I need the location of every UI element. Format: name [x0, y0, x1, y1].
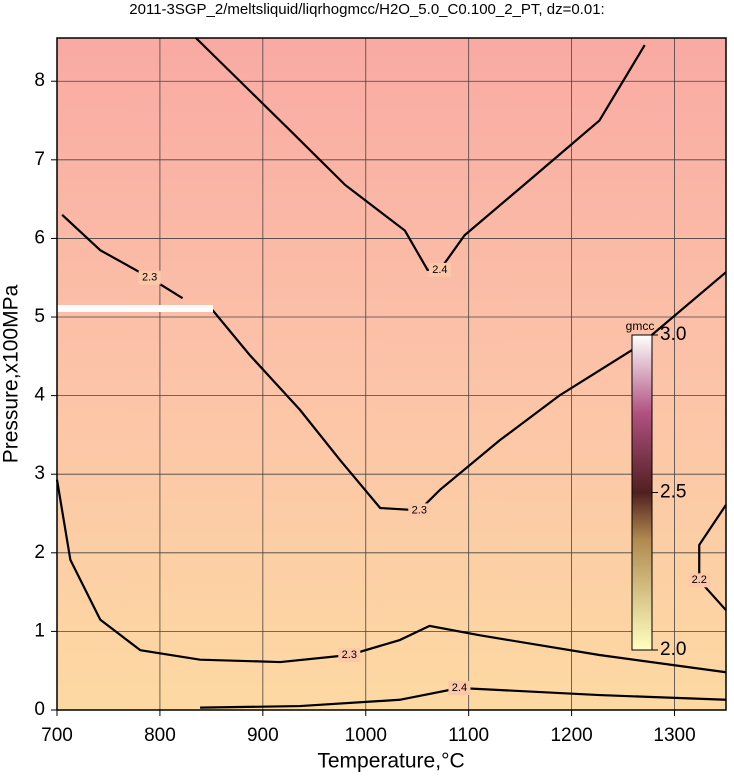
contour-label-bg: [428, 262, 451, 277]
y-tick-label: 3: [34, 463, 45, 484]
contour-label-bg: [688, 573, 711, 588]
contour-label-bg: [338, 647, 361, 662]
contour-line: [698, 504, 727, 611]
contour-line: [55, 479, 727, 674]
contour-label-bg: [448, 680, 471, 695]
white-bar: [57, 305, 213, 312]
x-tick-label: 700: [41, 725, 73, 746]
plot-frame: [56, 37, 727, 711]
x-tick-label: 1000: [345, 725, 387, 746]
y-tick-label: 1: [34, 620, 45, 641]
y-tick-label: 6: [34, 227, 45, 248]
contour-line: [200, 686, 727, 709]
colorbar-tick-label: 3.0: [660, 324, 686, 345]
x-axis-label: Temperature,°C: [317, 750, 464, 773]
contour-label: 2.4: [452, 682, 467, 694]
colorbar-tick-label: 2.5: [660, 482, 686, 503]
contour-label: 2.3: [342, 649, 357, 661]
colorbar-title: gmcc: [626, 319, 655, 333]
contour-line: [61, 214, 184, 300]
x-tick-label: 800: [144, 725, 176, 746]
y-axis-label: Pressure,x100MPa: [0, 284, 23, 463]
y-tick-label: 4: [34, 385, 45, 406]
colorbar-tick-label: 2.0: [660, 639, 686, 660]
y-tick-label: 7: [34, 149, 45, 170]
contour-label: 2.4: [432, 264, 447, 276]
y-tick-label: 2: [34, 542, 45, 563]
colorbar: [631, 334, 653, 651]
y-tick-label: 8: [34, 70, 45, 91]
contour-label-bg: [138, 270, 161, 285]
y-tick-label: 0: [34, 699, 45, 720]
plot-background: [57, 38, 726, 710]
contour-label-bg: [408, 503, 431, 518]
x-tick-label: 1100: [448, 725, 489, 746]
x-tick-label: 1200: [550, 725, 592, 746]
contour-label: 2.3: [142, 272, 157, 284]
y-tick-label: 5: [34, 306, 45, 327]
contour-label: 2.3: [412, 504, 427, 516]
x-tick-label: 900: [247, 725, 279, 746]
contour-label: 2.2: [692, 574, 707, 586]
x-tick-label: 1300: [653, 725, 695, 746]
chart-title: 2011-3SGP_2/meltsliquid/liqrhogmcc/H2O_5…: [129, 1, 604, 18]
